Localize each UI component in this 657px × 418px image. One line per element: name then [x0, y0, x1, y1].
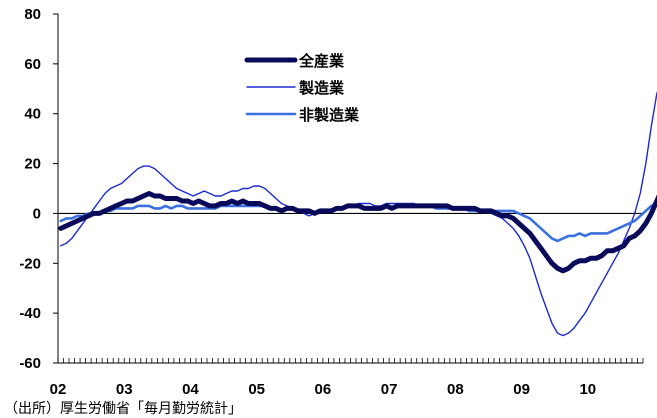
y-tick-label: 60: [24, 56, 41, 73]
legend-label-2: 非製造業: [299, 106, 360, 124]
series-line-1: [60, 90, 657, 337]
x-tick-label: 05: [248, 381, 265, 398]
source-note: （出所）厚生労働省「毎月勤労統計」: [4, 401, 242, 417]
x-tick-label: 09: [513, 381, 530, 398]
legend-label-0: 全産業: [298, 52, 345, 70]
x-tick-label: 07: [381, 381, 398, 398]
y-tick-label: 80: [24, 6, 41, 23]
y-tick-label: -60: [19, 355, 41, 372]
y-tick-label: 40: [24, 106, 41, 123]
x-tick-label: 10: [579, 381, 596, 398]
x-tick-label: 04: [182, 381, 199, 398]
x-tick-label: 02: [50, 381, 67, 398]
legend-label-1: 製造業: [298, 79, 345, 97]
series-line-0: [58, 191, 657, 274]
y-tick-label: 0: [33, 205, 41, 222]
x-tick-label: 03: [116, 381, 133, 398]
y-tick-label: -20: [19, 255, 41, 272]
y-tick-label: -40: [19, 305, 41, 322]
series-line-2: [59, 202, 657, 243]
x-tick-label: 06: [315, 381, 332, 398]
x-tick-label: 08: [447, 381, 464, 398]
y-tick-label: 20: [24, 156, 41, 173]
